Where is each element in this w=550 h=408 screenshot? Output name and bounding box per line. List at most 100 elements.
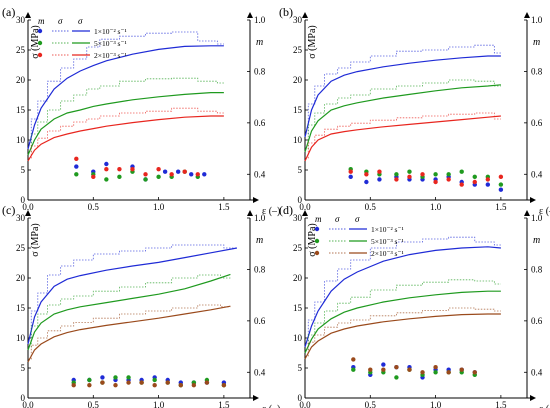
series-line	[27, 305, 231, 363]
m-point	[156, 174, 161, 180]
m-point	[420, 172, 425, 177]
series-jump-curve	[28, 31, 224, 144]
y-tick-label: 0	[21, 195, 26, 205]
series-jump-curve	[305, 236, 501, 345]
legend-label: 5×10⁻³ s⁻¹	[94, 39, 127, 48]
m-point	[394, 364, 399, 370]
m-point	[189, 172, 194, 177]
m-point	[126, 380, 131, 385]
m-point	[195, 172, 200, 177]
x-axis-label: ε (–)	[262, 206, 280, 217]
legend-label: 5×10⁻³ s⁻¹	[371, 237, 404, 246]
m-point	[71, 382, 76, 388]
m-point	[175, 169, 181, 174]
x-tick-label: 1.0	[153, 400, 165, 408]
chart-panel-a: 0.0 0.5 1.0 1.5 0 5 10 15 20 25 30 0.4 0.6 0.8 1.0 ε (–…	[2, 5, 280, 217]
legend-header: m	[38, 16, 45, 26]
y-tick-label: 0	[21, 393, 26, 403]
m-point	[74, 156, 79, 162]
x-tick-label: 1.5	[218, 202, 230, 212]
series-line	[27, 115, 224, 162]
m-point	[368, 367, 373, 372]
legend-header: σ	[355, 214, 360, 224]
m-point	[130, 166, 135, 172]
y-tick-label: 5	[21, 363, 26, 373]
x-axis-arrow	[253, 197, 259, 203]
y-axis-label: σ (MPa)	[307, 223, 318, 256]
y-tick-label: 30	[293, 213, 303, 223]
m-point	[394, 172, 399, 177]
m-point	[433, 370, 438, 375]
m-point	[156, 166, 161, 172]
y2-tick-label: 0.8	[254, 264, 266, 274]
m-point	[143, 177, 148, 182]
legend-m-marker	[314, 238, 320, 244]
m-point	[221, 382, 227, 388]
y2-tick-label: 1.0	[531, 15, 543, 25]
y2-tick-label: 1.0	[254, 15, 266, 25]
chart-panel-b: 0.0 0.5 1.0 1.5 0 5 10 15 20 25 30 0.4 0.6 0.8 1.0 ε (–…	[279, 5, 550, 217]
m-point	[100, 380, 105, 385]
m-point	[126, 375, 131, 380]
panel-label: (b)	[279, 5, 293, 19]
y2-tick-label: 0.4	[531, 169, 543, 179]
series-line	[27, 247, 238, 345]
x-axis-label: ε (–)	[539, 404, 550, 408]
x-axis-arrow	[253, 395, 259, 401]
y2-tick-label: 0.6	[254, 316, 266, 326]
y2-axis-label: m	[533, 37, 540, 48]
m-point	[139, 380, 144, 385]
m-point	[348, 174, 353, 180]
legend-label: 1×10⁻² s⁻¹	[371, 225, 404, 234]
legend-m-marker	[314, 226, 320, 232]
y-tick-label: 10	[293, 135, 303, 145]
x-tick-label: 0.5	[88, 202, 100, 212]
m-point	[113, 382, 118, 388]
y-tick-label: 25	[293, 45, 303, 55]
x-axis-label: ε (–)	[539, 206, 550, 217]
y2-tick-label: 0.8	[531, 264, 543, 274]
m-point	[351, 367, 356, 372]
series-line	[304, 55, 501, 138]
x-axis-arrow	[530, 395, 536, 401]
series-jump-curve	[305, 44, 501, 135]
y2-tick-label: 0.4	[254, 367, 266, 377]
series-line	[304, 246, 501, 348]
y-tick-label: 25	[16, 243, 26, 253]
m-point	[202, 172, 207, 177]
m-point	[143, 172, 148, 177]
x-tick-label: 0.5	[365, 400, 377, 408]
x-tick-label: 0.5	[88, 400, 100, 408]
x-tick-label: 0.0	[22, 400, 34, 408]
m-point	[178, 382, 183, 388]
y-tick-label: 20	[293, 273, 303, 283]
y-tick-label: 15	[293, 303, 303, 313]
x-tick-label: 1.5	[218, 400, 230, 408]
y-tick-label: 5	[21, 165, 26, 175]
m-point	[113, 375, 118, 380]
m-point	[433, 364, 438, 370]
x-axis-label: ε (–)	[262, 404, 280, 408]
y2-tick-label: 0.4	[531, 367, 543, 377]
y-tick-label: 25	[293, 243, 303, 253]
x-tick-label: 1.0	[153, 202, 165, 212]
y2-axis-arrow	[524, 12, 530, 18]
m-point	[74, 164, 79, 169]
legend-label: 2×10⁻³ s⁻¹	[371, 249, 404, 258]
legend: m σ σ 1×10⁻² s⁻¹ 5×10⁻³ s⁻¹ 2×10⁻³ s⁻¹	[37, 16, 127, 60]
m-point	[381, 367, 386, 372]
m-point	[351, 357, 356, 362]
y-axis-arrow	[302, 210, 308, 216]
y-tick-label: 5	[298, 363, 303, 373]
y2-tick-label: 0.8	[531, 66, 543, 76]
y2-axis-arrow	[247, 12, 253, 18]
y2-tick-label: 0.6	[531, 316, 543, 326]
m-point	[472, 174, 477, 180]
m-point	[498, 182, 504, 187]
m-point	[420, 370, 425, 375]
y2-tick-label: 0.4	[254, 169, 266, 179]
m-point	[162, 169, 168, 174]
legend-label: 1×10⁻² s⁻¹	[94, 27, 127, 36]
m-point	[446, 172, 451, 177]
